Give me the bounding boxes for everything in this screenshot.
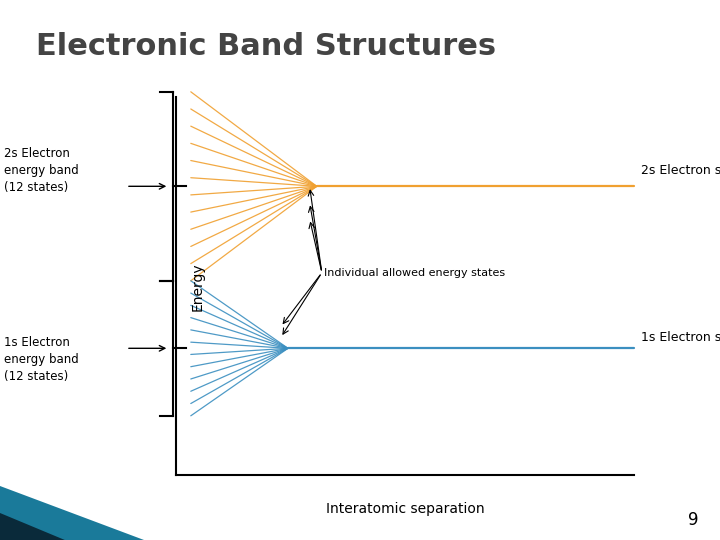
Text: Individual allowed energy states: Individual allowed energy states bbox=[324, 268, 505, 278]
Text: 2s Electron state: 2s Electron state bbox=[641, 164, 720, 177]
Text: 2s Electron
energy band
(12 states): 2s Electron energy band (12 states) bbox=[4, 146, 78, 194]
Text: Electronic Band Structures: Electronic Band Structures bbox=[36, 32, 496, 62]
Text: Energy: Energy bbox=[191, 262, 205, 310]
Text: Interatomic separation: Interatomic separation bbox=[325, 502, 485, 516]
Text: 1s Electron
energy band
(12 states): 1s Electron energy band (12 states) bbox=[4, 335, 78, 383]
Text: 1s Electron state: 1s Electron state bbox=[641, 331, 720, 344]
Polygon shape bbox=[0, 486, 144, 540]
Polygon shape bbox=[0, 513, 65, 540]
Text: 9: 9 bbox=[688, 511, 698, 529]
